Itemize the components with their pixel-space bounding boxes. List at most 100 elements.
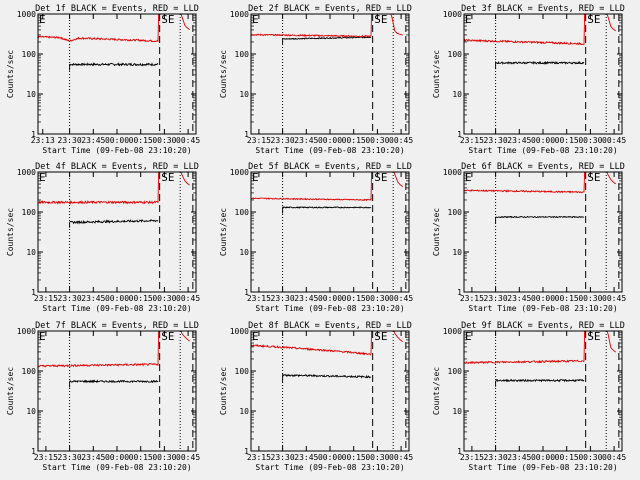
x-axis-label: Start Time (09-Feb-08 23:10:20) (255, 463, 404, 472)
x-tick-label: 00:00 (531, 453, 555, 462)
plot-frame (250, 171, 410, 293)
y-tick-label: 1000 (17, 327, 36, 336)
lld-recovery-line (390, 13, 403, 36)
panel-title: Det 9f BLACK = Events, RED = LLD (461, 321, 625, 331)
x-tick-label: 23:15 (247, 453, 271, 462)
lightcurve-panel: Det 5f BLACK = Events, RED = LLD Counts/s… (219, 162, 413, 313)
x-tick-label: 00:30 (578, 453, 602, 462)
x-tick-label: 00:15 (342, 453, 366, 462)
y-tick-label: 1000 (443, 327, 462, 336)
events-series-line (495, 215, 585, 224)
x-tick-label: 23:13 (31, 136, 55, 145)
x-tick-label: 00:30 (365, 136, 389, 145)
events-series-line (282, 373, 372, 383)
y-tick-label: 1 (457, 130, 462, 139)
plot-frame (37, 330, 197, 452)
saa-marker-label: SE (587, 330, 600, 343)
lld-series-line (250, 330, 373, 356)
x-tick-label: 00:45 (389, 294, 413, 303)
lld-series-line (37, 13, 160, 43)
x-tick-label: 00:15 (342, 294, 366, 303)
x-tick-label: 00:15 (129, 453, 153, 462)
saa-marker-label: SE (161, 330, 174, 343)
y-tick-label: 10 (239, 248, 249, 257)
event-marker-label: E (465, 171, 472, 184)
panel-title: Det 1f BLACK = Events, RED = LLD (35, 4, 199, 14)
x-tick-label: 00:00 (318, 136, 342, 145)
lld-series-line (37, 171, 160, 205)
y-tick-label: 1 (457, 288, 462, 297)
y-tick-label: 1000 (230, 327, 249, 336)
y-axis-label: Counts/sec (432, 367, 441, 415)
events-series-line (495, 60, 585, 70)
x-tick-label: 00:00 (531, 294, 555, 303)
x-tick-label: 00:30 (152, 294, 176, 303)
y-tick-label: 10 (26, 407, 36, 416)
event-marker-label: E (465, 330, 472, 343)
y-axis-label: Counts/sec (219, 367, 228, 415)
x-tick-label: 23:45 (294, 453, 318, 462)
y-tick-label: 100 (22, 208, 37, 217)
x-tick-label: 23:15 (247, 136, 271, 145)
event-marker-label: E (39, 330, 46, 343)
lld-series-line (463, 330, 586, 365)
x-tick-label: 00:00 (105, 294, 129, 303)
x-tick-label: 23:30 (484, 294, 508, 303)
y-tick-label: 100 (235, 367, 250, 376)
x-axis-label: Start Time (09-Feb-08 23:10:20) (42, 463, 191, 472)
y-tick-label: 100 (448, 367, 463, 376)
saa-marker-label: SE (374, 330, 387, 343)
panel-title: Det 7f BLACK = Events, RED = LLD (35, 321, 199, 331)
lightcurve-panel: Det 9f BLACK = Events, RED = LLD Counts/s… (432, 321, 626, 472)
lld-series-line (250, 13, 373, 38)
y-axis-label: Counts/sec (6, 208, 15, 256)
x-tick-label: 00:00 (531, 136, 555, 145)
x-tick-label: 00:00 (105, 136, 129, 145)
y-tick-label: 10 (452, 248, 462, 257)
x-axis-label: Start Time (09-Feb-08 23:10:20) (42, 146, 191, 155)
lld-series-line (463, 13, 586, 46)
x-tick-label: 00:15 (555, 453, 579, 462)
event-marker-label: E (465, 13, 472, 26)
x-tick-label: 00:15 (555, 136, 579, 145)
panel-title: Det 4f BLACK = Events, RED = LLD (35, 162, 199, 172)
plot-frame (37, 171, 197, 293)
x-tick-label: 00:30 (578, 294, 602, 303)
y-tick-label: 100 (22, 50, 37, 59)
x-tick-label: 00:15 (129, 136, 153, 145)
lld-recovery-line (180, 13, 190, 31)
x-tick-label: 00:15 (129, 294, 153, 303)
x-tick-label: 23:15 (34, 453, 58, 462)
x-axis-label: Start Time (09-Feb-08 23:10:20) (255, 146, 404, 155)
y-tick-label: 1 (457, 447, 462, 456)
lld-recovery-line (180, 171, 190, 186)
panel-title: Det 3f BLACK = Events, RED = LLD (461, 4, 625, 14)
y-tick-label: 10 (452, 90, 462, 99)
event-marker-label: E (39, 171, 46, 184)
y-tick-label: 100 (235, 208, 250, 217)
x-axis-label: Start Time (09-Feb-08 23:10:20) (255, 304, 404, 313)
y-tick-label: 1 (244, 447, 249, 456)
lld-recovery-line (393, 330, 403, 343)
y-tick-label: 1000 (443, 168, 462, 177)
panel-title: Det 6f BLACK = Events, RED = LLD (461, 162, 625, 172)
y-tick-label: 10 (239, 407, 249, 416)
panel-title: Det 2f BLACK = Events, RED = LLD (248, 4, 412, 14)
x-tick-label: 23:30 (271, 453, 295, 462)
y-tick-label: 100 (448, 50, 463, 59)
x-axis-label: Start Time (09-Feb-08 23:10:20) (468, 146, 617, 155)
x-tick-label: 23:30 (484, 136, 508, 145)
y-axis-label: Counts/sec (432, 208, 441, 256)
y-axis-label: Counts/sec (432, 50, 441, 98)
x-tick-label: 00:45 (389, 453, 413, 462)
y-tick-label: 100 (22, 367, 37, 376)
x-tick-label: 23:15 (34, 294, 58, 303)
x-tick-label: 00:30 (152, 453, 176, 462)
lld-series-line (37, 330, 160, 368)
events-series-line (282, 206, 372, 214)
x-tick-label: 23:30 (58, 136, 82, 145)
y-axis-label: Counts/sec (6, 367, 15, 415)
panel-title: Det 5f BLACK = Events, RED = LLD (248, 162, 412, 172)
x-tick-label: 23:30 (271, 294, 295, 303)
y-tick-label: 10 (26, 90, 36, 99)
